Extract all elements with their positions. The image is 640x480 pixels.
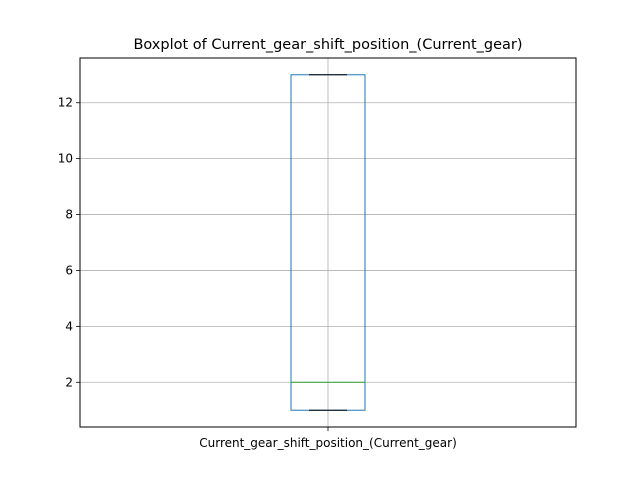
y-tick-label: 2 <box>65 375 73 389</box>
y-tick-label: 6 <box>65 263 73 277</box>
y-axis: 2 4 6 8 10 12 <box>58 96 80 389</box>
grid-lines <box>80 58 576 427</box>
box-group <box>290 74 366 411</box>
x-axis: Current_gear_shift_position_(Current_gea… <box>199 427 457 450</box>
y-tick-label: 10 <box>58 152 73 166</box>
y-tick-label: 4 <box>65 319 73 333</box>
chart-title: Boxplot of Current_gear_shift_position_(… <box>133 37 522 53</box>
y-tick-label: 8 <box>65 208 73 222</box>
x-tick-label: Current_gear_shift_position_(Current_gea… <box>199 436 457 450</box>
y-tick-label: 12 <box>58 96 73 110</box>
